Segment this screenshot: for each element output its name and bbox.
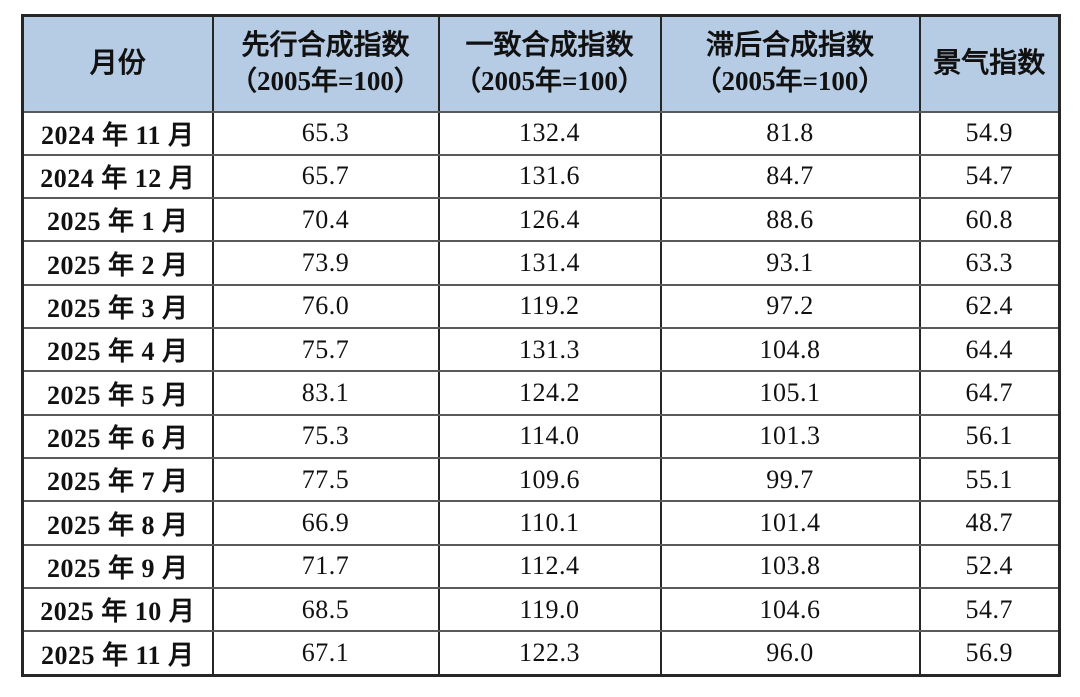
column-header-coincident-subtitle: （2005年=100）: [454, 66, 645, 97]
leading-index-cell: 83.1: [211, 370, 440, 416]
month-cell: 2025 年 5 月: [21, 370, 214, 416]
table-row: 2025 年 6 月 75.3 114.0 101.3 56.1: [21, 413, 1061, 460]
prosperity-index-cell: 55.1: [918, 457, 1061, 503]
lagging-index-cell: 97.2: [659, 283, 921, 330]
column-header-coincident-index: 一致合成指数 （2005年=100）: [437, 14, 662, 113]
prosperity-index-cell: 62.4: [918, 283, 1061, 330]
column-header-leading-subtitle: （2005年=100）: [230, 66, 421, 97]
month-cell: 2025 年 6 月: [21, 413, 214, 460]
leading-index-cell: 68.5: [211, 587, 440, 633]
prosperity-index-cell: 63.3: [918, 240, 1061, 286]
lagging-index-cell: 105.1: [659, 370, 921, 416]
header-row: 月份 先行合成指数 （2005年=100） 一致合成指数 （2005年=100）…: [21, 14, 1061, 113]
table-row: 2025 年 8 月 66.9 110.1 101.4 48.7: [21, 500, 1061, 546]
month-cell: 2025 年 3 月: [21, 283, 214, 330]
lagging-index-cell: 101.3: [659, 413, 921, 460]
leading-index-cell: 65.7: [211, 153, 440, 200]
leading-index-cell: 76.0: [211, 283, 440, 330]
lagging-index-cell: 88.6: [659, 197, 921, 243]
month-cell: 2025 年 7 月: [21, 457, 214, 503]
leading-index-cell: 65.3: [211, 110, 440, 156]
lagging-index-cell: 93.1: [659, 240, 921, 286]
coincident-index-cell: 124.2: [437, 370, 662, 416]
table-row: 2024 年 11 月 65.3 132.4 81.8 54.9: [21, 110, 1061, 156]
lagging-index-cell: 84.7: [659, 153, 921, 200]
leading-index-cell: 73.9: [211, 240, 440, 286]
column-header-lagging-subtitle: （2005年=100）: [694, 66, 886, 97]
coincident-index-cell: 131.3: [437, 327, 662, 373]
month-cell: 2025 年 11 月: [21, 630, 214, 677]
prosperity-index-cell: 54.7: [918, 153, 1061, 200]
column-header-prosperity-index: 景气指数: [918, 14, 1061, 113]
coincident-index-cell: 131.6: [437, 153, 662, 200]
leading-index-cell: 70.4: [211, 197, 440, 243]
lagging-index-cell: 104.6: [659, 587, 921, 633]
table-row: 2025 年 2 月 73.9 131.4 93.1 63.3: [21, 240, 1061, 286]
column-header-coincident-title: 一致合成指数: [465, 30, 634, 61]
table-row: 2025 年 9 月 71.7 112.4 103.8 52.4: [21, 543, 1061, 590]
prosperity-index-cell: 56.1: [918, 413, 1061, 460]
table-row: 2025 年 5 月 83.1 124.2 105.1 64.7: [21, 370, 1061, 416]
month-cell: 2024 年 11 月: [21, 110, 214, 156]
coincident-index-cell: 114.0: [437, 413, 662, 460]
month-cell: 2025 年 2 月: [21, 240, 214, 286]
prosperity-index-cell: 52.4: [918, 543, 1061, 590]
coincident-index-cell: 109.6: [437, 457, 662, 503]
lagging-index-cell: 101.4: [659, 500, 921, 546]
table-row: 2025 年 11 月 67.1 122.3 96.0 56.9: [21, 630, 1061, 677]
coincident-index-cell: 119.2: [437, 283, 662, 330]
table-header: 月份 先行合成指数 （2005年=100） 一致合成指数 （2005年=100）…: [21, 14, 1061, 113]
column-header-prosperity-title: 景气指数: [933, 47, 1046, 79]
prosperity-index-cell: 60.8: [918, 197, 1061, 243]
leading-index-cell: 75.7: [211, 327, 440, 373]
month-cell: 2025 年 10 月: [21, 587, 214, 633]
month-cell: 2024 年 12 月: [21, 153, 214, 200]
column-header-lagging-title: 滞后合成指数: [705, 30, 874, 61]
prosperity-index-cell: 64.7: [918, 370, 1061, 416]
lagging-index-cell: 96.0: [659, 630, 921, 677]
leading-index-cell: 75.3: [211, 413, 440, 460]
coincident-index-cell: 112.4: [437, 543, 662, 590]
month-cell: 2025 年 8 月: [21, 500, 214, 546]
month-cell: 2025 年 9 月: [21, 543, 214, 590]
column-header-month: 月份: [21, 14, 214, 113]
column-header-leading-title: 先行合成指数: [241, 30, 410, 61]
coincident-index-cell: 131.4: [437, 240, 662, 286]
lagging-index-cell: 99.7: [659, 457, 921, 503]
coincident-index-cell: 122.3: [437, 630, 662, 677]
leading-index-cell: 66.9: [211, 500, 440, 546]
coincident-index-cell: 132.4: [437, 110, 662, 156]
coincident-index-cell: 126.4: [437, 197, 662, 243]
prosperity-index-cell: 54.9: [918, 110, 1061, 156]
month-cell: 2025 年 4 月: [21, 327, 214, 373]
lagging-index-cell: 103.8: [659, 543, 921, 590]
prosperity-index-cell: 56.9: [918, 630, 1061, 677]
coincident-index-cell: 110.1: [437, 500, 662, 546]
index-data-table: 月份 先行合成指数 （2005年=100） 一致合成指数 （2005年=100）…: [21, 14, 1061, 677]
lagging-index-cell: 81.8: [659, 110, 921, 156]
table-row: 2025 年 7 月 77.5 109.6 99.7 55.1: [21, 457, 1061, 503]
table-row: 2025 年 10 月 68.5 119.0 104.6 54.7: [21, 587, 1061, 633]
leading-index-cell: 77.5: [211, 457, 440, 503]
table-row: 2025 年 3 月 76.0 119.2 97.2 62.4: [21, 283, 1061, 330]
table-row: 2025 年 1 月 70.4 126.4 88.6 60.8: [21, 197, 1061, 243]
column-header-month-label: 月份: [89, 47, 146, 79]
column-header-leading-index: 先行合成指数 （2005年=100）: [211, 14, 440, 113]
prosperity-index-cell: 48.7: [918, 500, 1061, 546]
column-header-lagging-index: 滞后合成指数 （2005年=100）: [659, 14, 921, 113]
table-row: 2025 年 4 月 75.7 131.3 104.8 64.4: [21, 327, 1061, 373]
leading-index-cell: 67.1: [211, 630, 440, 677]
prosperity-index-cell: 64.4: [918, 327, 1061, 373]
table-row: 2024 年 12 月 65.7 131.6 84.7 54.7: [21, 153, 1061, 200]
leading-index-cell: 71.7: [211, 543, 440, 590]
lagging-index-cell: 104.8: [659, 327, 921, 373]
month-cell: 2025 年 1 月: [21, 197, 214, 243]
prosperity-index-cell: 54.7: [918, 587, 1061, 633]
index-table-wrapper: 月份 先行合成指数 （2005年=100） 一致合成指数 （2005年=100）…: [21, 14, 1061, 677]
coincident-index-cell: 119.0: [437, 587, 662, 633]
